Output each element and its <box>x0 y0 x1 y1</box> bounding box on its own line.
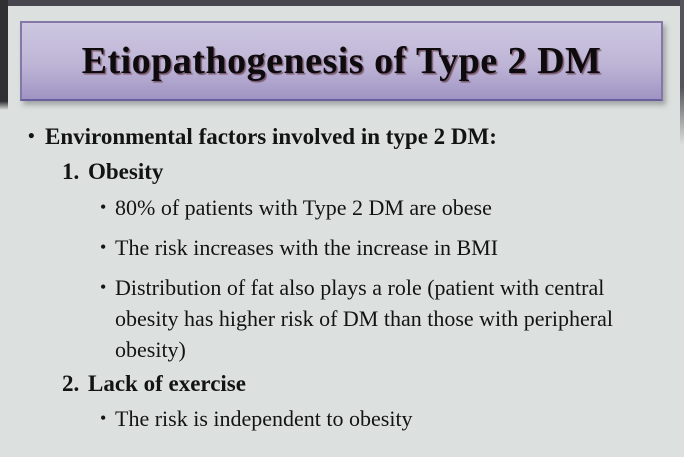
bullet-item-environmental-factors: • Environmental factors involved in type… <box>28 122 684 152</box>
bullet-text: The risk increases with the increase in … <box>115 235 499 260</box>
numbered-item-lack-of-exercise: 2. Lack of exercise <box>62 369 684 399</box>
right-edge-bar <box>680 0 684 145</box>
numbered-item-text: Lack of exercise <box>88 371 246 396</box>
bullet-item-bmi-risk: • The risk increases with the increase i… <box>100 232 684 263</box>
bullet-item-fat-distribution: • Distribution of fat also plays a role … <box>100 272 684 365</box>
top-edge-bar <box>0 0 684 6</box>
number-label: 2. <box>62 371 80 396</box>
bullet-icon: • <box>100 197 107 217</box>
bullet-item-obese-percentage: • 80% of patients with Type 2 DM are obe… <box>100 192 684 223</box>
numbered-item-obesity: 1. Obesity <box>62 157 684 187</box>
bullet-text: 80% of patients with Type 2 DM are obese <box>115 195 492 220</box>
bullet-icon: • <box>100 277 107 297</box>
slide-body: • Environmental factors involved in type… <box>0 122 684 443</box>
slide-title: Etiopathogenesis of Type 2 DM <box>81 40 602 82</box>
bullet-item-independent-obesity: • The risk is independent to obesity <box>100 403 684 434</box>
bullet-icon: • <box>100 237 107 257</box>
bullet-text: Distribution of fat also plays a role (p… <box>115 275 613 362</box>
title-box: Etiopathogenesis of Type 2 DM <box>20 21 663 101</box>
bullet-icon: • <box>28 126 35 147</box>
numbered-item-text: Obesity <box>88 159 164 184</box>
bullet-icon: • <box>100 408 107 428</box>
left-edge-bar <box>0 0 8 110</box>
bullet-text: Environmental factors involved in type 2… <box>45 124 497 149</box>
number-label: 1. <box>62 159 80 184</box>
bullet-text: The risk is independent to obesity <box>115 406 413 431</box>
